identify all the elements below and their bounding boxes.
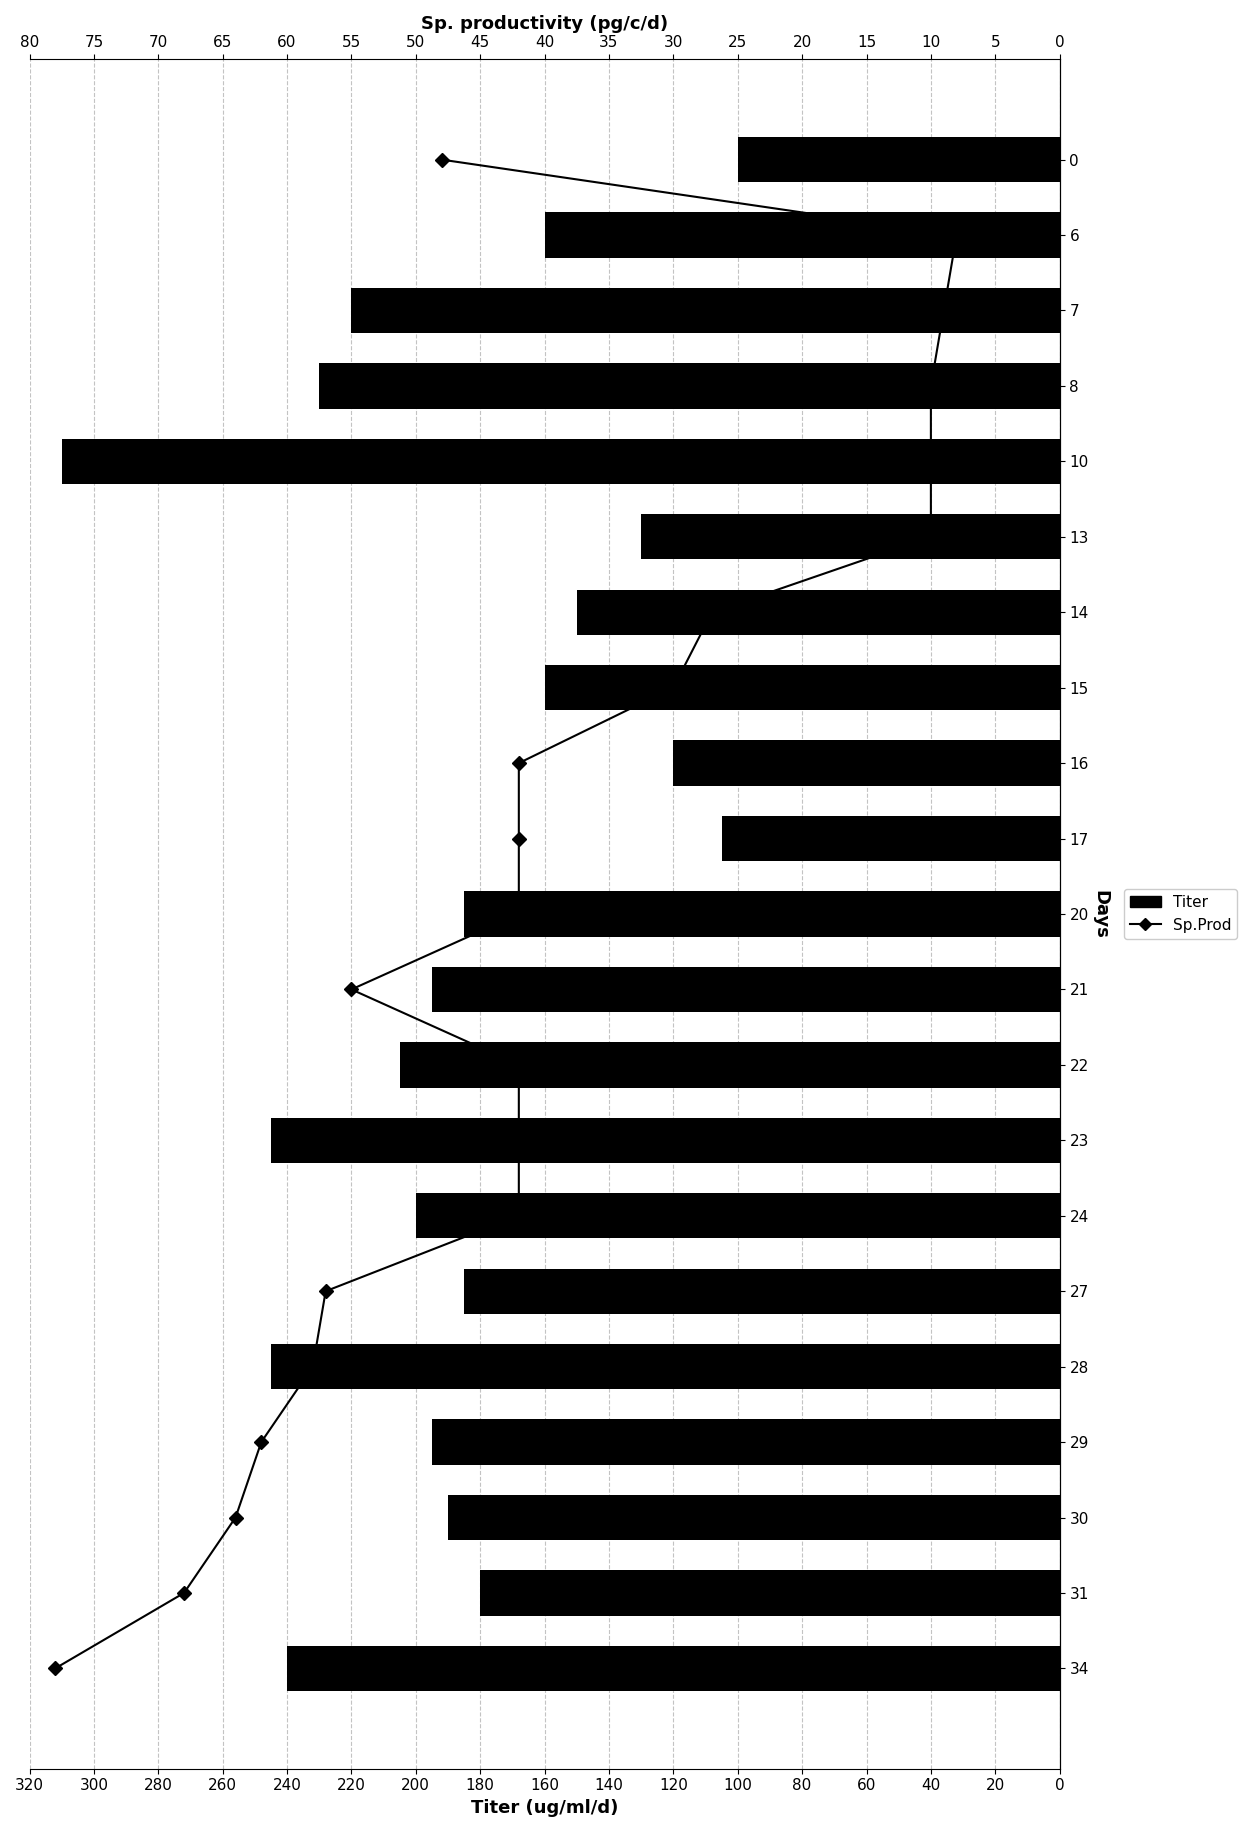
Bar bbox=[415, 1193, 1060, 1238]
X-axis label: Sp. productivity (pg/c/d): Sp. productivity (pg/c/d) bbox=[422, 15, 668, 33]
Sp.Prod bbox=[924, 526, 939, 548]
Sp.Prod bbox=[511, 1129, 526, 1150]
Bar bbox=[464, 1268, 1060, 1314]
Bar bbox=[272, 1118, 1060, 1163]
Sp.Prod bbox=[511, 753, 526, 775]
Bar bbox=[432, 967, 1060, 1011]
Sp.Prod bbox=[176, 1583, 191, 1605]
Bar bbox=[577, 590, 1060, 636]
X-axis label: Titer (ug/ml/d): Titer (ug/ml/d) bbox=[471, 1799, 619, 1817]
Sp.Prod bbox=[511, 828, 526, 850]
Bar bbox=[480, 1570, 1060, 1616]
Bar bbox=[464, 892, 1060, 936]
Sp.Prod bbox=[924, 451, 939, 473]
Y-axis label: Days: Days bbox=[1091, 890, 1110, 938]
Bar bbox=[432, 1420, 1060, 1466]
Bar bbox=[448, 1495, 1060, 1541]
Bar bbox=[722, 815, 1060, 861]
Sp.Prod bbox=[48, 1658, 63, 1680]
Sp.Prod bbox=[924, 376, 939, 398]
Bar bbox=[286, 1645, 1060, 1691]
Bar bbox=[351, 288, 1060, 333]
Bar bbox=[673, 740, 1060, 786]
Sp.Prod bbox=[228, 1506, 243, 1528]
Sp.Prod bbox=[511, 903, 526, 925]
Bar bbox=[641, 515, 1060, 559]
Legend: Titer, Sp.Prod: Titer, Sp.Prod bbox=[1123, 889, 1238, 940]
Sp.Prod bbox=[511, 1205, 526, 1227]
Sp.Prod bbox=[305, 1356, 320, 1378]
Sp.Prod bbox=[666, 676, 681, 698]
Bar bbox=[399, 1042, 1060, 1088]
Bar bbox=[272, 1345, 1060, 1389]
Sp.Prod bbox=[704, 601, 719, 623]
Sp.Prod bbox=[254, 1431, 269, 1453]
Sp.Prod bbox=[343, 978, 358, 1000]
Sp.Prod bbox=[511, 1053, 526, 1075]
Sp.Prod bbox=[434, 148, 449, 170]
Line: Sp.Prod: Sp.Prod bbox=[51, 154, 961, 1673]
Sp.Prod bbox=[949, 224, 963, 245]
Sp.Prod bbox=[936, 299, 951, 321]
Bar bbox=[738, 137, 1060, 181]
Bar bbox=[544, 665, 1060, 711]
Bar bbox=[319, 363, 1060, 409]
Sp.Prod bbox=[319, 1281, 334, 1303]
Bar bbox=[62, 438, 1060, 484]
Bar bbox=[544, 213, 1060, 258]
